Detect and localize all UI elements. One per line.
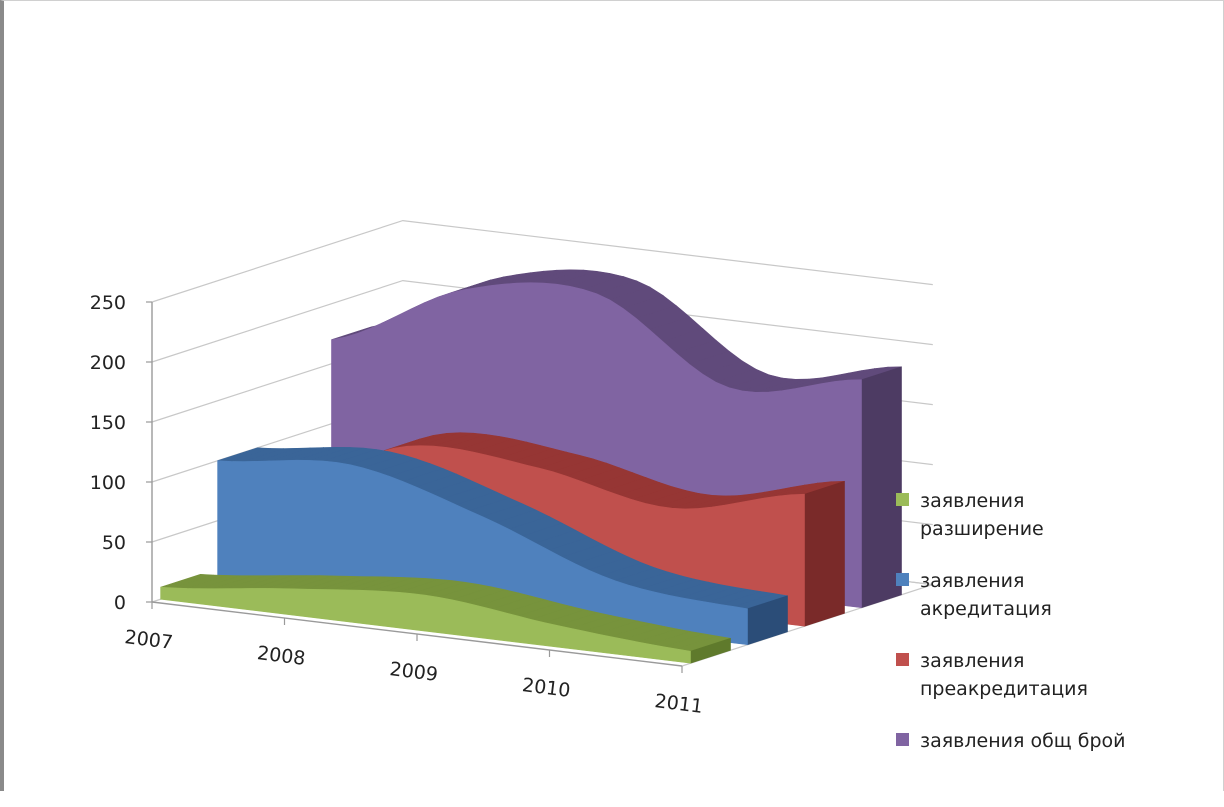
legend-label: заявления разширение [920,490,1044,540]
series-2 [217,446,788,646]
gridline [151,279,933,363]
series-side-face [804,480,845,627]
chart-legend: заявления разширение заявления акредитаци… [893,487,1213,807]
legend-item: заявления разширение [893,487,1213,567]
legend-item: заявления общ брой [893,727,1213,807]
y-tick-label: 250 [90,292,126,314]
legend-swatch [896,733,909,746]
x-tick-label: 2011 [653,690,704,718]
legend-swatch [896,653,909,666]
legend-label: заявления общ брой [920,730,1126,752]
legend-label: заявления акредитация [920,570,1052,620]
legend-swatch [896,493,909,506]
x-tick-label: 2010 [521,674,572,702]
x-tick-label: 2007 [123,626,174,654]
gridline [151,219,933,303]
legend-item: заявления акредитация [893,567,1213,647]
y-tick-label: 200 [90,352,126,374]
series-front-face [160,586,691,664]
series-1 [160,573,731,664]
x-tick-label: 2008 [256,642,307,670]
y-tick-label: 0 [114,592,126,614]
y-tick-label: 150 [90,412,126,434]
y-tick-label: 100 [90,472,126,494]
x-tick-label: 2009 [388,658,439,686]
legend-item: заявления преакредитация [893,647,1213,727]
series-front-face [217,459,748,646]
legend-label: заявления преакредитация [920,650,1088,700]
chart-series [160,269,902,664]
legend-swatch [896,573,909,586]
y-tick-label: 50 [102,532,126,554]
y-axis-tick-labels: 0 50 100 150 200 250 [90,292,126,614]
